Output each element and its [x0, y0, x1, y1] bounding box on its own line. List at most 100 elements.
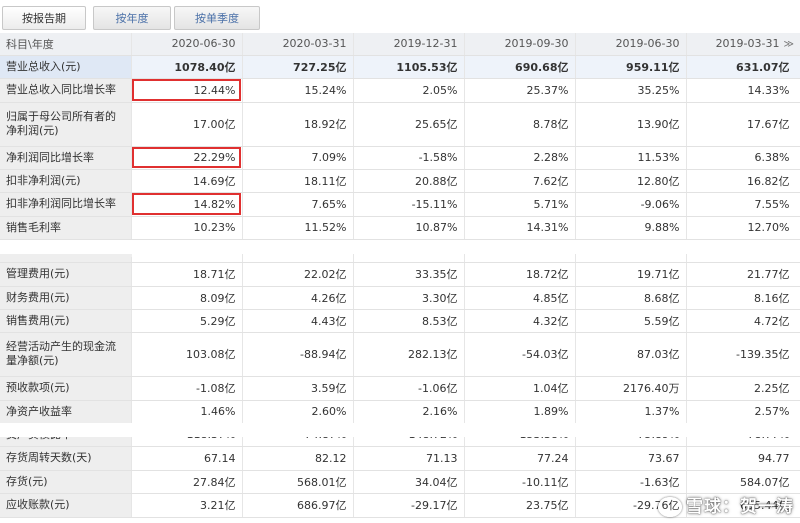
value-cell: -9.06% — [575, 192, 687, 217]
value-cell: 67.14 — [131, 446, 243, 471]
value-cell: 23.75亿 — [464, 493, 576, 518]
value-cell: 5.29亿 — [131, 309, 243, 333]
value-cell: 18.71亿 — [131, 262, 243, 287]
value-cell: 686.97亿 — [242, 493, 354, 518]
table-row: 管理费用(元) 18.71亿 22.02亿 33.35亿 18.72亿 19.71亿 21.… — [0, 262, 800, 287]
value-cell: 1.89% — [464, 400, 576, 424]
value-cell: 6.38% — [686, 146, 800, 170]
table-row: 经营活动产生的现金流量净额(元) 103.08亿 -88.94亿 282.13亿 -54… — [0, 332, 800, 377]
value-cell: 7.09% — [242, 146, 354, 170]
value-cell: 11.52% — [242, 216, 354, 240]
period-header: 2019-09-30 — [464, 33, 576, 56]
value-cell: 19.71亿 — [575, 262, 687, 287]
value-cell: -54.03亿 — [464, 332, 576, 377]
watermark-text: 雪球：贺一涛 — [686, 497, 794, 517]
value-cell: 33.35亿 — [353, 262, 465, 287]
value-cell: -15.11% — [353, 192, 465, 217]
value-cell: 631.07亿 — [686, 55, 800, 79]
value-cell: 18.72亿 — [464, 262, 576, 287]
value-cell: 34.04亿 — [353, 470, 465, 494]
value-cell: 14.31% — [464, 216, 576, 240]
value-cell: 21.77亿 — [686, 262, 800, 287]
table-row: 净资产收益率 1.46% 2.60% 2.16% 1.89% 1.37% 2.57% — [0, 400, 800, 424]
table-row: 销售毛利率 10.23% 11.52% 10.87% 14.31% 9.88% 12.70% — [0, 216, 800, 240]
row-label: 销售费用(元) — [0, 309, 132, 333]
value-cell: 8.09亿 — [131, 286, 243, 310]
row-label: 扣非净利润同比增长率 — [0, 192, 132, 217]
value-cell: 4.72亿 — [686, 309, 800, 333]
value-cell: 10.23% — [131, 216, 243, 240]
rendering-gap — [0, 254, 132, 257]
row-label: 净利润同比增长率 — [0, 146, 132, 170]
value-cell: 8.68亿 — [575, 286, 687, 310]
value-cell: 1.04亿 — [464, 376, 576, 401]
value-cell: 1105.53亿 — [353, 55, 465, 79]
value-cell: 7.62亿 — [464, 169, 576, 193]
value-cell: 4.32亿 — [464, 309, 576, 333]
value-cell: 82.12 — [242, 446, 354, 471]
value-cell: 584.07亿 — [686, 470, 800, 494]
value-cell: 11.53% — [575, 146, 687, 170]
value-cell: -10.11亿 — [464, 470, 576, 494]
tab-by-year[interactable]: 按年度 — [93, 6, 171, 30]
financial-table: 科目\年度 2020-06-30 2020-03-31 2019-12-31 2… — [0, 33, 800, 518]
value-cell: 27.84亿 — [131, 470, 243, 494]
value-cell: 3.59亿 — [242, 376, 354, 401]
value-cell: 282.13亿 — [353, 332, 465, 377]
table-row: 净利润同比增长率 22.29% 7.09% -1.58% 2.28% 11.53% 6.38… — [0, 146, 800, 170]
table-row: 扣非净利润同比增长率 14.82% 7.65% -15.11% 5.71% -9.06% 7… — [0, 192, 800, 217]
value-cell: -29.17亿 — [353, 493, 465, 518]
rendering-gap — [0, 423, 800, 437]
table-row: 存货周转天数(天) 67.14 82.12 71.13 77.24 73.67 94.77 — [0, 446, 800, 471]
value-cell: 1.46% — [131, 400, 243, 424]
header-label: 科目\年度 — [0, 33, 132, 56]
value-cell: 94.77 — [686, 446, 800, 471]
value-cell: 87.03亿 — [575, 332, 687, 377]
period-header: 2019-03-31 — [686, 33, 800, 56]
row-label: 营业总收入(元) — [0, 55, 132, 79]
value-cell: 22.02亿 — [242, 262, 354, 287]
row-label: 销售毛利率 — [0, 216, 132, 240]
row-label: 应收账款(元) — [0, 493, 132, 518]
value-cell: 12.70% — [686, 216, 800, 240]
tab-by-quarter[interactable]: 按单季度 — [174, 6, 260, 30]
highlighted-value-cell: 22.29% — [131, 146, 243, 170]
value-cell: 25.37% — [464, 78, 576, 103]
table-row: 财务费用(元) 8.09亿 4.26亿 3.30亿 4.85亿 8.68亿 8.16亿 — [0, 286, 800, 310]
table-row: 扣非净利润(元) 14.69亿 18.11亿 20.88亿 7.62亿 12.80亿 16.… — [0, 169, 800, 193]
watermark: 雪球：贺一涛 — [658, 492, 794, 517]
table-row: 销售费用(元) 5.29亿 4.43亿 8.53亿 4.32亿 5.59亿 4.72亿 — [0, 309, 800, 333]
value-cell: 4.85亿 — [464, 286, 576, 310]
value-cell: 20.88亿 — [353, 169, 465, 193]
table-row: 归属于母公司所有者的净利润(元) 17.00亿 18.92亿 25.65亿 8.78亿 1… — [0, 102, 800, 147]
value-cell: 695.44亿 — [686, 493, 800, 518]
value-cell: 1078.40亿 — [131, 55, 243, 79]
row-label: 财务费用(元) — [0, 286, 132, 310]
row-label: 经营活动产生的现金流量净额(元) — [0, 332, 132, 377]
value-cell: 15.24% — [242, 78, 354, 103]
value-cell: 12.80亿 — [575, 169, 687, 193]
value-cell: 2176.40万 — [575, 376, 687, 401]
value-cell: 14.33% — [686, 78, 800, 103]
value-cell: 2.60% — [242, 400, 354, 424]
tab-bar: 按报告期 按年度 按单季度 — [0, 0, 800, 34]
value-cell: 17.00亿 — [131, 102, 243, 147]
tab-by-report-period[interactable]: 按报告期 — [2, 6, 86, 30]
value-cell: -1.58% — [353, 146, 465, 170]
table-row: 营业总收入同比增长率 12.44% 15.24% 2.05% 25.37% 35.25% 1… — [0, 78, 800, 103]
value-cell: 2.28% — [464, 146, 576, 170]
row-label: 营业总收入同比增长率 — [0, 78, 132, 103]
value-cell: 2.16% — [353, 400, 465, 424]
value-cell: -139.35亿 — [686, 332, 800, 377]
table-row: 营业总收入(元) 1078.40亿 727.25亿 1105.53亿 690.68亿 95… — [0, 55, 800, 79]
period-header: 2019-12-31 — [353, 33, 465, 56]
value-cell: 13.90亿 — [575, 102, 687, 147]
row-label: 净资产收益率 — [0, 400, 132, 424]
value-cell: 18.92亿 — [242, 102, 354, 147]
scroll-right-icon[interactable]: ≫ — [783, 39, 794, 50]
value-cell: 25.65亿 — [353, 102, 465, 147]
value-cell: 568.01亿 — [242, 470, 354, 494]
value-cell: 103.08亿 — [131, 332, 243, 377]
value-cell: 77.24 — [464, 446, 576, 471]
value-cell: 10.87% — [353, 216, 465, 240]
